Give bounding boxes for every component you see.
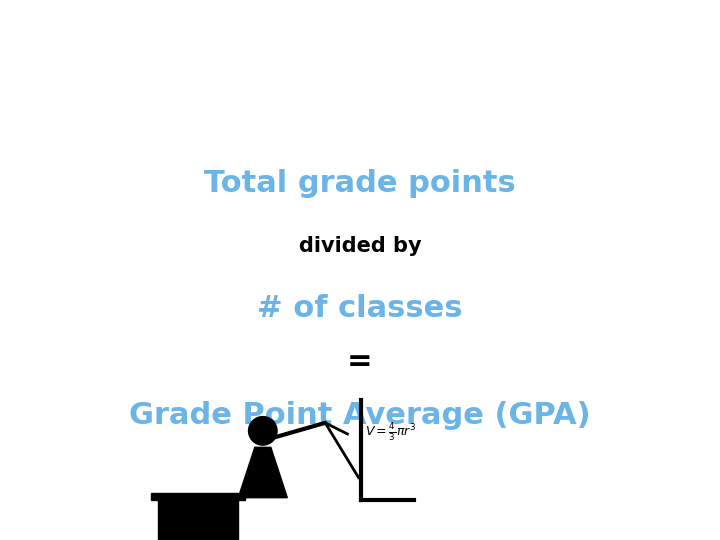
Text: Total grade points: Total grade points xyxy=(204,169,516,198)
Polygon shape xyxy=(238,447,287,498)
Bar xyxy=(151,493,245,496)
Text: =: = xyxy=(347,347,373,376)
Text: Grade Point Average (GPA): Grade Point Average (GPA) xyxy=(129,401,591,430)
Text: # of classes: # of classes xyxy=(257,294,463,323)
Bar xyxy=(158,500,238,540)
Ellipse shape xyxy=(248,416,277,445)
Text: How Do We Calculate GPA?: How Do We Calculate GPA? xyxy=(18,38,565,72)
Text: $V=\frac{4}{3}\pi r^3$: $V=\frac{4}{3}\pi r^3$ xyxy=(365,421,417,443)
Bar xyxy=(151,496,245,500)
Text: divided by: divided by xyxy=(299,236,421,256)
